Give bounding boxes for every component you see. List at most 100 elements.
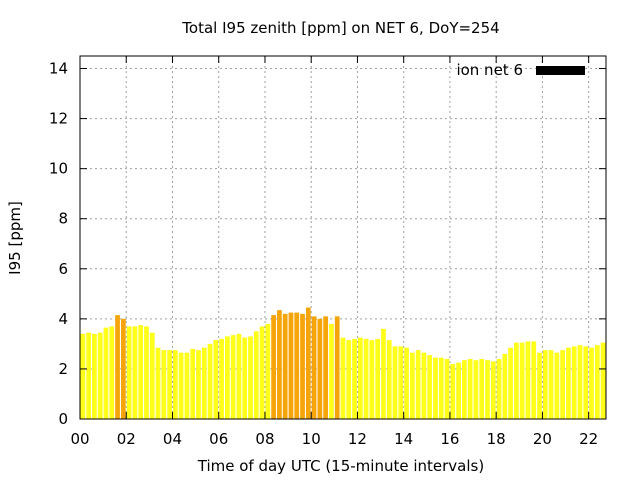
bar (456, 362, 461, 419)
bar (566, 347, 571, 419)
bar (438, 357, 444, 419)
bar (196, 350, 201, 419)
bar (161, 350, 167, 419)
bar (508, 347, 513, 419)
x-tick-label: 12 (348, 430, 367, 448)
bar (444, 358, 450, 419)
bar (519, 342, 525, 419)
bar (352, 338, 357, 419)
x-tick-label: 04 (163, 430, 182, 448)
bar (178, 352, 184, 419)
bar (213, 340, 219, 419)
bar (207, 343, 213, 419)
bar (259, 326, 265, 419)
chart-title: Total I95 zenith [ppm] on NET 6, DoY=254 (181, 19, 499, 37)
bar (409, 352, 415, 419)
bar (577, 345, 583, 419)
bar (531, 341, 537, 419)
bar (329, 323, 334, 419)
x-tick-label: 06 (209, 430, 228, 448)
bar (537, 352, 542, 419)
bar (583, 346, 589, 419)
bar (485, 360, 490, 419)
y-tick-label: 10 (49, 160, 68, 178)
grid (80, 56, 606, 419)
bar (369, 340, 375, 419)
bar (288, 312, 294, 419)
bar (311, 316, 317, 419)
bar (294, 312, 300, 419)
bar (225, 336, 230, 419)
bar (548, 350, 554, 419)
bar (334, 316, 340, 419)
bar (86, 332, 92, 419)
bar (473, 360, 479, 419)
y-tick-label: 0 (58, 410, 68, 428)
bar (271, 315, 276, 419)
bar (496, 358, 502, 419)
bar (415, 350, 421, 419)
bar (461, 360, 467, 419)
x-tick-label: 00 (70, 430, 89, 448)
y-tick-label: 6 (58, 260, 68, 278)
bar (97, 332, 103, 419)
x-tick-label: 22 (579, 430, 598, 448)
x-tick-label: 16 (440, 430, 459, 448)
legend: ion net 6 (456, 61, 585, 79)
bar (375, 338, 381, 419)
bar (554, 352, 560, 419)
bar (282, 313, 288, 419)
bar (571, 346, 577, 419)
x-tick-label: 10 (302, 430, 321, 448)
y-tick-label: 4 (58, 310, 68, 328)
bar (149, 332, 155, 419)
x-tick-label: 18 (487, 430, 506, 448)
bar (242, 337, 248, 419)
bar (305, 307, 311, 419)
x-tick-label: 08 (255, 430, 274, 448)
x-tick-label: 14 (394, 430, 413, 448)
legend-swatch (536, 66, 585, 75)
bar (479, 358, 485, 419)
bar (381, 328, 386, 419)
bar (490, 361, 496, 419)
bars (80, 307, 606, 419)
bar (392, 346, 398, 419)
bar (300, 313, 305, 419)
bar (138, 325, 144, 419)
bar (132, 326, 138, 419)
x-tick-label: 20 (533, 430, 552, 448)
ticks (79, 56, 606, 420)
bar (323, 316, 329, 419)
bar (236, 333, 242, 419)
bar (346, 340, 352, 419)
bar (190, 348, 196, 419)
bar (560, 350, 565, 419)
bar (144, 326, 149, 419)
bar (404, 347, 409, 419)
bar (155, 347, 161, 419)
bar (357, 337, 363, 419)
bar (172, 350, 178, 419)
x-tick-label: 02 (117, 430, 136, 448)
bar (317, 318, 323, 419)
bar (253, 331, 259, 419)
bar (427, 355, 433, 419)
y-axis-label: I95 [ppm] (6, 201, 24, 275)
bar (167, 350, 172, 419)
bar (386, 340, 392, 419)
bar (80, 333, 86, 419)
bar (103, 327, 109, 419)
bar (120, 318, 126, 419)
bar (115, 315, 120, 419)
bar (542, 350, 548, 419)
bar (184, 352, 190, 419)
bar (514, 342, 519, 419)
bar (230, 335, 236, 419)
bar (525, 341, 531, 419)
bar (450, 363, 456, 419)
bar (219, 338, 224, 419)
bar (589, 347, 594, 419)
bar (433, 357, 438, 419)
